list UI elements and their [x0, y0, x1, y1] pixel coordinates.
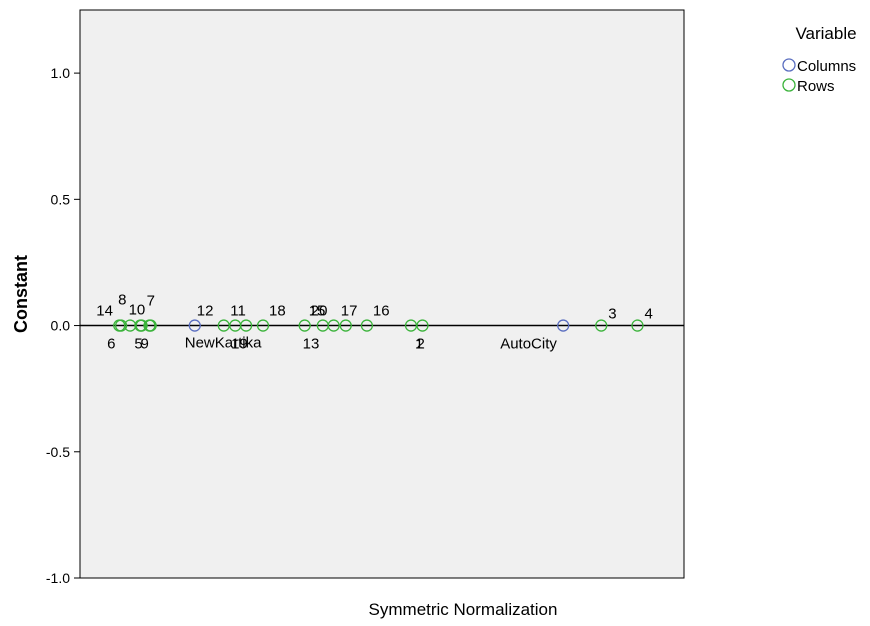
point-label-8: 8: [118, 292, 126, 309]
y-axis-title: Constant: [11, 255, 31, 333]
y-tick-label: -1.0: [46, 570, 70, 586]
point-rows-18: [256, 319, 270, 332]
point-label-12: 12: [197, 303, 214, 320]
y-axis: 1.0 0.5 0.0 -0.5 -1.0: [46, 65, 80, 586]
point-rows-15: [298, 319, 311, 332]
x-axis-title: Symmetric Normalization: [369, 600, 558, 619]
point-rows-13: [327, 319, 340, 332]
data-points: [113, 319, 644, 332]
point-label-10: 10: [129, 302, 146, 319]
point-rows-5: [134, 319, 147, 332]
legend-marker-columns: [782, 58, 796, 72]
point-label-4: 4: [644, 306, 652, 323]
point-label-7: 7: [147, 293, 155, 310]
point-rows-2: [416, 319, 429, 332]
point-label-15: 15: [309, 303, 326, 320]
y-tick-label: 0.5: [51, 191, 71, 207]
point-label-2: 2: [416, 336, 424, 353]
legend-marker-rows: [782, 78, 796, 92]
point-label-6: 6: [107, 336, 115, 353]
point-columns-autocity: [557, 319, 570, 332]
legend-label-rows: Rows: [797, 78, 835, 95]
legend-title: Variable: [795, 24, 856, 43]
point-label-newkartika: NewKartika: [185, 335, 262, 352]
point-label-19: 19: [231, 336, 248, 353]
point-label-20: 20: [311, 303, 328, 320]
point-label-9: 9: [140, 336, 148, 353]
point-rows-3: [595, 319, 608, 332]
y-tick-label: 0.0: [51, 318, 71, 334]
y-tick-label: 1.0: [51, 65, 71, 81]
point-rows-17: [339, 319, 352, 332]
point-label-5: 5: [134, 336, 142, 353]
point-label-autocity: AutoCity: [500, 336, 557, 353]
point-label-14: 14: [96, 303, 113, 320]
point-label-1: 1: [415, 336, 423, 353]
point-label-16: 16: [373, 303, 390, 320]
point-rows-6: [114, 319, 128, 332]
point-rows-16: [360, 319, 374, 332]
point-label-11: 11: [230, 303, 246, 320]
y-tick-label: -0.5: [46, 444, 70, 460]
point-label-17: 17: [341, 303, 358, 320]
point-rows-19: [239, 319, 253, 332]
point-rows-4: [631, 319, 644, 332]
point-rows-9: [143, 319, 156, 332]
legend: Variable Columns Rows: [782, 24, 857, 95]
point-label-18: 18: [269, 303, 286, 320]
point-label-3: 3: [608, 306, 616, 323]
point-columns-newkartika: [188, 319, 201, 332]
plot-area: [79, 9, 685, 579]
point-label-13: 13: [303, 336, 320, 353]
legend-label-columns: Columns: [797, 58, 856, 75]
